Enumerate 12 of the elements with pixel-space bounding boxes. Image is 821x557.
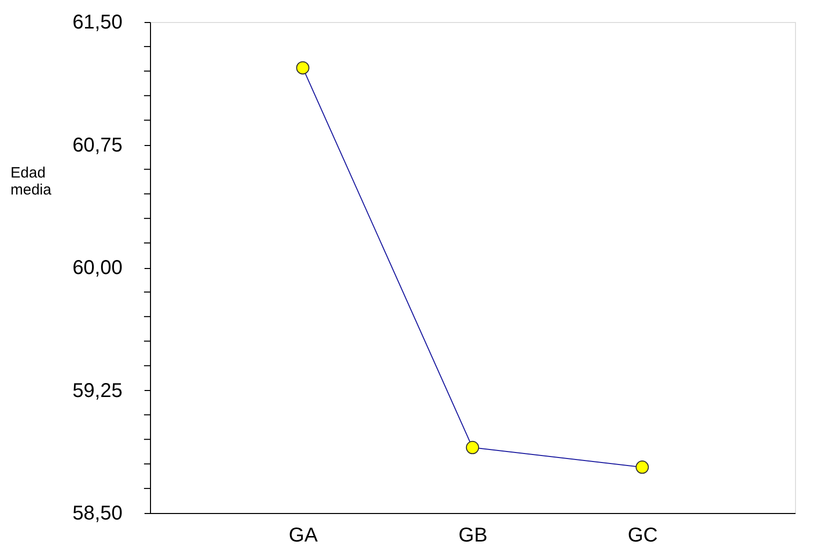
point [296, 61, 310, 74]
x-tick-label: GA [288, 524, 318, 546]
y-tick-label: 59,25 [72, 380, 122, 402]
point [466, 440, 480, 454]
y-axis-title: Edad media [10, 164, 52, 198]
y-tick-label: 61,50 [72, 12, 122, 34]
x-tick-label: GC [628, 524, 658, 546]
y-tick-label: 58,50 [72, 502, 122, 524]
y-tick-label: 60,75 [72, 134, 122, 156]
point [636, 460, 649, 474]
x-tick-label: GB [458, 524, 488, 546]
y-tick-label: 60,00 [72, 257, 122, 279]
